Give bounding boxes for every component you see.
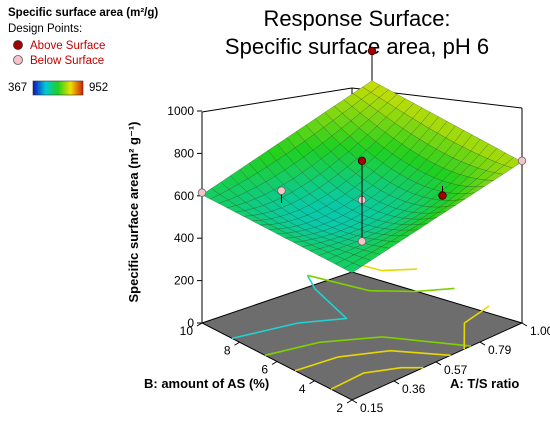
x-tick-mark xyxy=(351,399,358,404)
design-point-above xyxy=(438,191,447,200)
y-tick-label: 6 xyxy=(261,363,268,377)
y-axis-ticks: 2 4 6 8 10 xyxy=(180,322,353,415)
y-axis-label: B: amount of AS (%) xyxy=(144,376,269,391)
floor-contour-line xyxy=(463,305,490,350)
legend-below-label: Below Surface xyxy=(30,55,104,67)
x-axis-ticks: 0.15 0.36 0.57 0.79 1.00 xyxy=(351,322,550,415)
y-tick-label: 10 xyxy=(180,324,194,338)
legend-scale-max: 952 xyxy=(89,82,108,94)
chart-title-line-1: Response Surface: xyxy=(263,6,450,31)
x-tick-mark xyxy=(479,341,486,346)
floor-contour-line xyxy=(294,349,451,372)
legend-title: Specific surface area (m²/g) xyxy=(8,7,158,19)
x-tick-mark xyxy=(435,361,442,366)
floor-contour-line xyxy=(264,336,472,357)
x-tick-mark xyxy=(393,380,400,385)
design-point-below xyxy=(277,186,286,195)
floor-contour-line xyxy=(330,366,424,390)
design-points xyxy=(197,46,527,246)
z-axis-label: Specific surface area (m² g⁻¹) xyxy=(126,122,141,303)
x-tick-mark xyxy=(521,322,528,327)
z-tick-label: 600 xyxy=(174,189,194,203)
design-point-above xyxy=(357,156,367,165)
y-tick-mark xyxy=(234,341,240,346)
legend-color-scale xyxy=(32,80,84,96)
y-tick-label: 8 xyxy=(224,343,231,357)
y-tick-mark xyxy=(196,322,203,327)
x-axis-label: A: T/S ratio xyxy=(450,376,519,391)
x-tick-label: 0.79 xyxy=(488,343,512,357)
response-surface xyxy=(201,80,523,274)
legend-design-points-label: Design Points: xyxy=(8,23,82,35)
z-tick-label: 400 xyxy=(174,231,194,245)
legend-below-marker xyxy=(13,55,23,65)
design-point-below xyxy=(357,237,367,246)
y-tick-mark xyxy=(271,361,278,365)
x-tick-label: 0.57 xyxy=(444,363,468,377)
floor-contours xyxy=(231,259,490,390)
legend-above-label: Above Surface xyxy=(30,40,105,52)
left-wall-top xyxy=(201,87,353,113)
z-axis-ticks: 0 200 400 600 800 1000 xyxy=(167,104,202,330)
z-tick-label: 1000 xyxy=(167,104,194,118)
z-tick-label: 200 xyxy=(174,274,194,288)
legend: Specific surface area (m²/g) Design Poin… xyxy=(8,7,158,96)
design-point-below xyxy=(517,156,527,165)
y-tick-label: 2 xyxy=(336,401,343,415)
floor-contour-line xyxy=(307,274,455,293)
legend-scale-min: 367 xyxy=(8,82,27,94)
legend-above-marker xyxy=(13,40,23,50)
design-point-above xyxy=(367,46,377,56)
chart-title-line-2: Specific surface area, pH 6 xyxy=(225,34,489,59)
design-point-below xyxy=(197,188,207,197)
y-tick-label: 4 xyxy=(299,382,306,396)
x-tick-label: 0.15 xyxy=(360,401,384,415)
x-tick-label: 1.00 xyxy=(530,324,550,338)
z-tick-label: 0 xyxy=(187,316,194,330)
y-tick-mark xyxy=(346,399,353,404)
y-tick-mark xyxy=(309,380,315,385)
z-tick-label: 800 xyxy=(174,146,194,160)
x-tick-label: 0.36 xyxy=(402,382,426,396)
floor-contour-line xyxy=(231,274,348,340)
